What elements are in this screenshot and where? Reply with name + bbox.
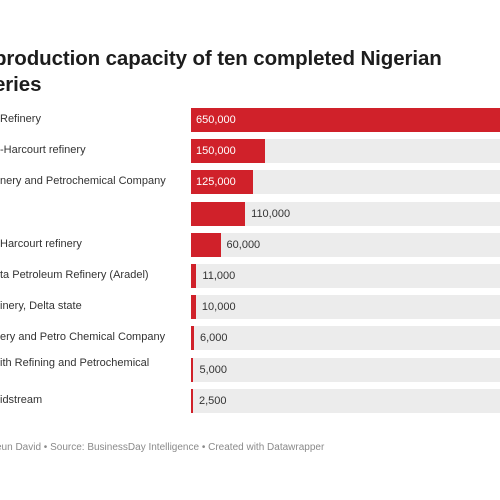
value-label: 10,000 bbox=[201, 301, 236, 314]
category-label: idstream bbox=[0, 393, 43, 406]
bar bbox=[191, 139, 265, 164]
value-label: 6,000 bbox=[199, 332, 228, 345]
category-label: -Harcourt refinery bbox=[0, 144, 86, 157]
value-label: 11,000 bbox=[202, 270, 236, 282]
category-label: Harcourt refinery bbox=[0, 237, 82, 250]
chart-footer: eun David • Source: BusinessDay Intellig… bbox=[0, 442, 325, 453]
value-label: 650,000 bbox=[196, 114, 236, 126]
bar bbox=[191, 264, 197, 288]
bar bbox=[191, 326, 194, 351]
bar-track bbox=[191, 232, 500, 257]
value-label: 150,000 bbox=[196, 145, 236, 158]
bar bbox=[191, 170, 253, 195]
bar-track bbox=[191, 264, 500, 288]
category-label: nery and Petrochemical Company bbox=[0, 175, 166, 188]
category-label: inery, Delta state bbox=[0, 300, 82, 313]
category-label: ta Petroleum Refinery (Aradel) bbox=[0, 269, 149, 281]
value-label: 125,000 bbox=[196, 176, 236, 189]
bar-track bbox=[191, 326, 500, 351]
value-label: 2,500 bbox=[199, 394, 227, 407]
bar bbox=[191, 295, 196, 320]
bar bbox=[191, 357, 194, 382]
category-label: ery and Petro Chemical Company bbox=[0, 331, 166, 344]
bar bbox=[191, 232, 221, 257]
bar bbox=[191, 388, 193, 413]
bar bbox=[191, 201, 246, 226]
category-label: Refinery bbox=[0, 113, 41, 125]
category-label: ith Refining and Petrochemical bbox=[0, 356, 150, 369]
value-label: 5,000 bbox=[199, 363, 227, 376]
chart-title: production capacity of ten completed Nig… bbox=[0, 47, 442, 96]
bar bbox=[191, 108, 500, 132]
value-label: 60,000 bbox=[226, 238, 261, 251]
value-label: 110,000 bbox=[251, 207, 291, 220]
bar-track bbox=[191, 388, 500, 413]
bar-track bbox=[191, 295, 500, 320]
bar-track bbox=[191, 357, 500, 382]
